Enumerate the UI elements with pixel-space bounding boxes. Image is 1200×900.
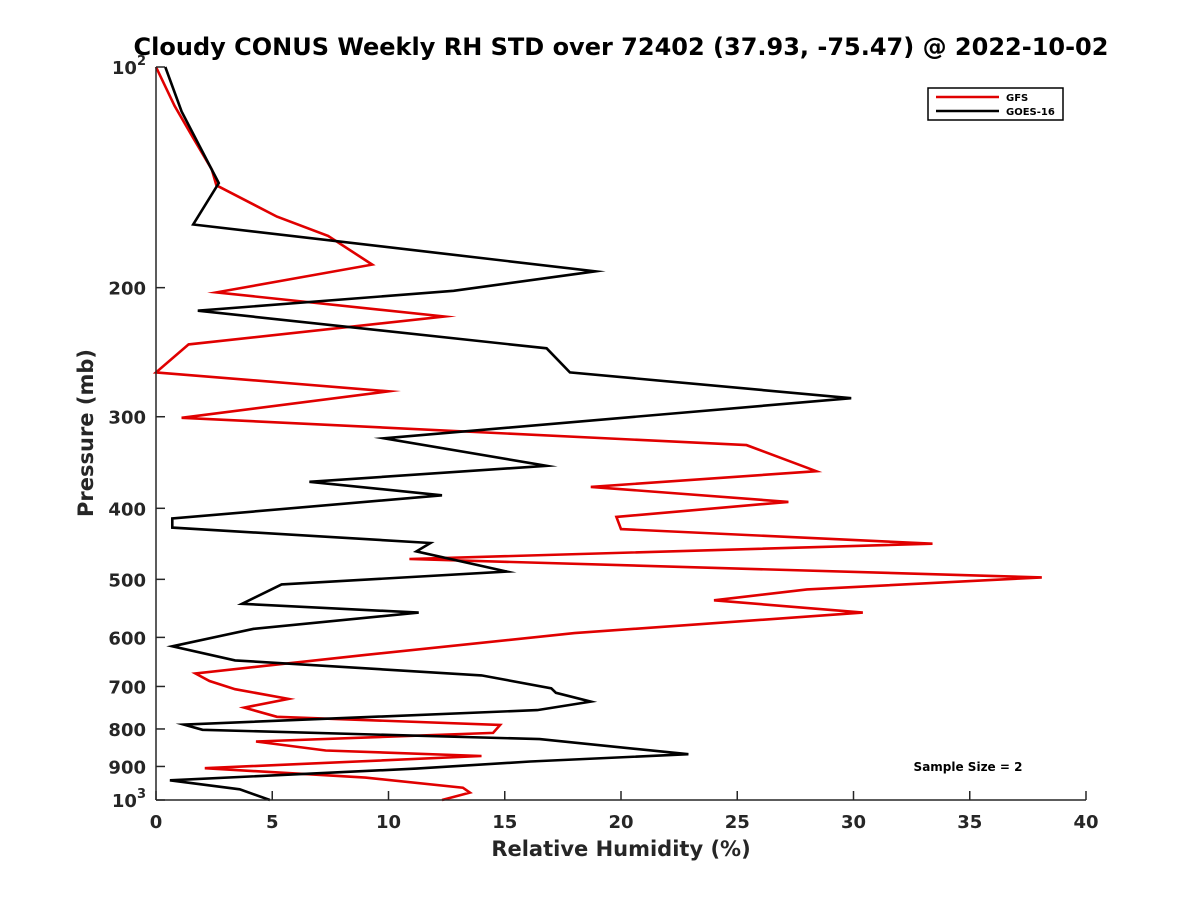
y-tick-label: 600 [108, 628, 146, 649]
y-tick-label: 400 [108, 499, 146, 520]
y-tick-layer: 102 200 300 400 500 600 700 800 900 103 [108, 54, 165, 812]
y-tick-label: 500 [108, 570, 146, 591]
y-tick-label: 300 [108, 408, 146, 429]
series-layer [152, 66, 1042, 802]
y-tick-label: 103 [112, 787, 146, 812]
legend-box [927, 87, 1064, 121]
y-tick-label: 700 [108, 677, 146, 698]
y-tick-label: 200 [108, 279, 146, 300]
legend-label-goes16: GOES-16 [1006, 107, 1055, 118]
y-axis-label: Pressure (mb) [74, 349, 98, 517]
x-tick-label: 20 [608, 812, 633, 833]
series-line-goes16 [164, 66, 852, 802]
series-line-gfs [152, 66, 1042, 802]
x-tick-label: 5 [266, 812, 279, 833]
y-tick-label: 102 [112, 54, 146, 79]
chart-title: Cloudy CONUS Weekly RH STD over 72402 (3… [134, 33, 1109, 61]
x-tick-layer: 0 5 10 15 20 25 30 35 40 [150, 791, 1099, 833]
plot-area [156, 67, 1086, 800]
y-tick-label: 800 [108, 720, 146, 741]
legend-label-gfs: GFS [1006, 93, 1028, 104]
legend: GFS GOES-16 [927, 87, 1064, 121]
x-tick-label: 10 [376, 812, 401, 833]
x-tick-label: 40 [1073, 812, 1098, 833]
x-tick-label: 25 [725, 812, 750, 833]
x-tick-label: 0 [150, 812, 163, 833]
x-tick-label: 35 [957, 812, 982, 833]
x-tick-label: 30 [841, 812, 866, 833]
y-tick-label: 900 [108, 757, 146, 778]
x-axis-label: Relative Humidity (%) [491, 837, 750, 861]
sample-size-annotation: Sample Size = 2 [914, 760, 1023, 774]
x-tick-label: 15 [492, 812, 517, 833]
